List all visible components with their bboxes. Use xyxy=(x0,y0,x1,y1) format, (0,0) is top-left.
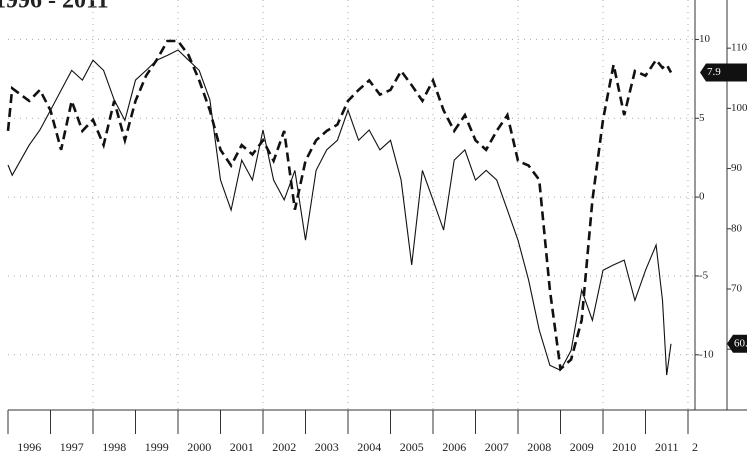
x-tick-label: 1999 xyxy=(145,440,169,454)
y-tick-label: 10 xyxy=(699,33,711,45)
x-tick-label: 2008 xyxy=(527,440,551,454)
x-tick-label: 2000 xyxy=(187,440,211,454)
last-value-tag xyxy=(700,63,747,82)
y2-tick-label: 100 xyxy=(731,102,747,114)
y-tick-label: -10 xyxy=(699,348,714,360)
x-tick-label: 2 xyxy=(692,440,698,454)
line-series xyxy=(6,39,673,372)
x-tick-label: 1996 xyxy=(17,440,41,454)
last-value-label: 60.9 xyxy=(734,337,747,349)
x-tick-label: 2001 xyxy=(230,440,254,454)
x-tick-label: 2006 xyxy=(442,440,466,454)
y-tick-label: 0 xyxy=(699,191,705,203)
y2-tick-label: 80 xyxy=(731,222,743,234)
x-tick-label: 1998 xyxy=(102,440,126,454)
x-tick-label: 1997 xyxy=(60,440,84,454)
x-tick-label: 2011 xyxy=(655,440,679,454)
x-tick-label: 2004 xyxy=(357,440,381,454)
y2-tick-label: 110 xyxy=(731,42,747,54)
x-tick-label: 2005 xyxy=(400,440,424,454)
last-value-label: 7.9 xyxy=(707,66,721,78)
chart-title: 1996 - 2011 xyxy=(0,0,109,14)
x-tick-label: 2002 xyxy=(272,440,296,454)
y-tick-label: -5 xyxy=(699,269,709,281)
x-tick-label: 2007 xyxy=(485,440,509,454)
line-series xyxy=(7,49,672,376)
x-tick-label: 2010 xyxy=(612,440,636,454)
y2-tick-label: 70 xyxy=(731,283,743,295)
y2-tick-label: 90 xyxy=(731,162,743,174)
x-tick-label: 2003 xyxy=(315,440,339,454)
last-value-tag xyxy=(727,334,747,353)
x-tick-label: 2009 xyxy=(570,440,594,454)
y-tick-label: 5 xyxy=(699,112,705,124)
